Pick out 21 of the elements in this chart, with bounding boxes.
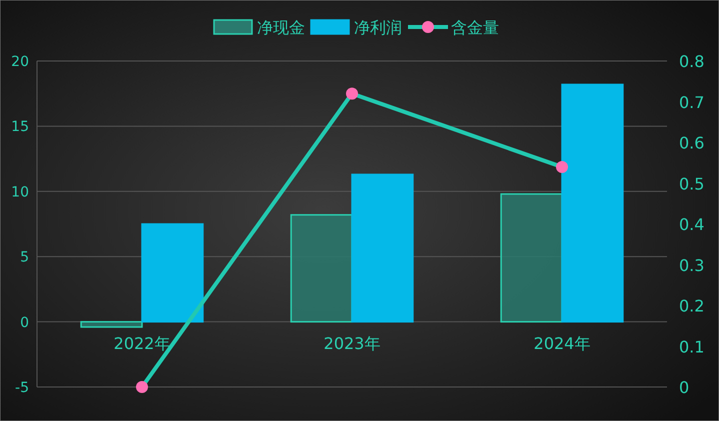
y2-tick-label: 0.3 [679,256,704,275]
legend-label: 净现金 [257,18,305,37]
y2-tick-label: 0.4 [679,215,704,234]
x-tick-label: 2022年 [114,334,170,353]
y-tick-label: 0 [20,314,29,331]
y2-tick-label: 0.1 [679,337,704,356]
y-tick-label: 5 [20,250,29,266]
y-tick-label: -5 [15,380,29,396]
y-tick-label: 20 [11,54,29,70]
y2-tick-label: 0.2 [679,296,704,316]
legend-label: 含金量 [451,18,499,37]
y2-tick-label: 0.8 [679,52,704,71]
y2-tick-label: 0.7 [679,92,704,112]
x-tick-label: 2024年 [534,334,590,353]
y2-tick-label: 0.6 [679,134,704,152]
legend-label: 净利润 [354,18,402,37]
y-tick-label: 10 [11,184,29,200]
x-tick-label: 2023年 [324,334,380,353]
y2-tick-label: 0.5 [679,174,704,194]
y-tick-label: 15 [11,119,29,136]
y2-tick-label: 0 [679,378,690,397]
